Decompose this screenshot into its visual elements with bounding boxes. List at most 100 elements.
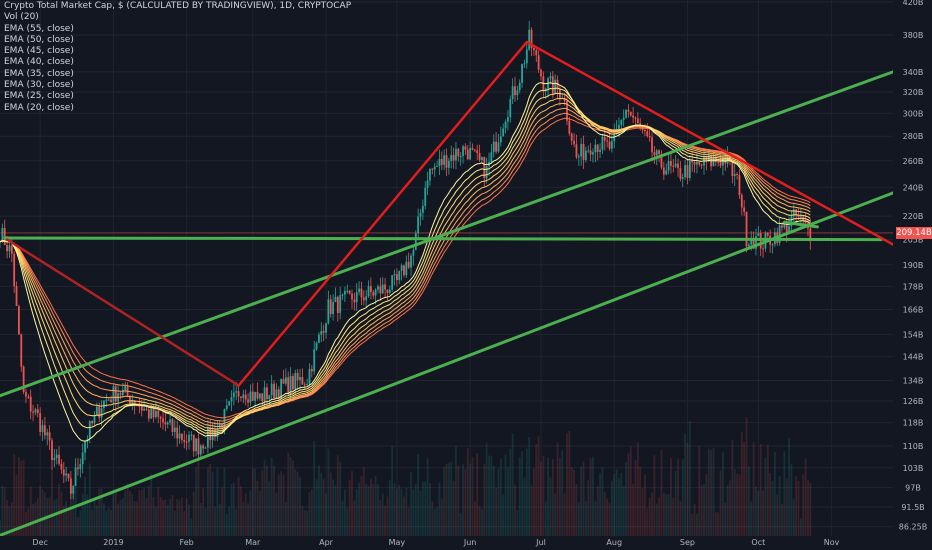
candle-body <box>544 88 547 91</box>
volume-bar <box>353 500 356 536</box>
volume-bar <box>155 507 157 536</box>
volume-bar <box>336 455 339 536</box>
volume-bar <box>785 478 788 536</box>
volume-bar <box>421 481 424 536</box>
volume-bar <box>296 471 299 536</box>
candle-body <box>473 149 476 151</box>
volume-bar <box>403 496 405 536</box>
volume-bar <box>724 502 727 536</box>
candle-body <box>251 391 254 401</box>
volume-bar <box>32 503 34 536</box>
candle-body <box>653 152 656 156</box>
time-axis[interactable]: Dec 2019 Feb Mar Apr May Jun Jul Aug Sep Oct Nov <box>0 536 932 550</box>
candle-body <box>492 141 495 153</box>
ema-label[interactable]: EMA (55, close) <box>4 23 74 34</box>
volume-bar <box>705 473 708 536</box>
volume-bar <box>181 497 183 536</box>
candle-body <box>355 292 358 303</box>
candle-body <box>587 150 590 152</box>
volume-bar <box>173 510 176 536</box>
candle-body <box>339 295 342 313</box>
candle-body <box>424 187 427 206</box>
candle-body <box>29 396 32 412</box>
volume-bar <box>197 461 200 536</box>
candle-body <box>223 408 226 429</box>
volume-bar <box>143 488 146 536</box>
volume-bar <box>646 508 649 536</box>
volume-bar <box>698 446 701 536</box>
volume-bar <box>195 467 197 536</box>
volume-bar <box>596 486 599 536</box>
candle-body <box>181 433 183 441</box>
volume-bar <box>388 480 391 536</box>
volume-bar <box>429 482 431 536</box>
candle-body <box>55 454 58 458</box>
candle-body <box>462 146 464 157</box>
candle-body <box>792 209 795 217</box>
volume-bar <box>495 487 498 536</box>
ema-label[interactable]: EMA (45, close) <box>4 46 74 57</box>
candle-body <box>289 376 292 395</box>
volume-bar <box>348 480 351 536</box>
green-trendline <box>0 191 895 537</box>
candle-body <box>275 389 278 399</box>
candle-body <box>667 161 670 171</box>
price-tick-label: 97B <box>905 484 921 493</box>
candle-body <box>537 55 540 70</box>
candle-body <box>79 464 82 469</box>
volume-bar <box>3 487 6 536</box>
ema-label[interactable]: EMA (30, close) <box>4 80 74 91</box>
volume-bar <box>658 497 661 536</box>
volume-bar <box>273 465 275 536</box>
volume-indicator-label[interactable]: Vol (20) <box>4 12 39 23</box>
volume-bar <box>639 466 642 536</box>
volume-bar <box>107 507 110 536</box>
volume-bar <box>743 442 746 536</box>
ema-label[interactable]: EMA (25, close) <box>4 91 74 102</box>
volume-bar <box>736 473 738 536</box>
price-tick-label: 205B <box>903 236 924 245</box>
volume-bar <box>603 491 606 536</box>
candle-body <box>790 216 793 227</box>
candle-body <box>516 90 519 96</box>
candle-body <box>483 157 486 179</box>
volume-bar <box>280 471 283 536</box>
volume-bar <box>235 508 238 536</box>
chart-title[interactable]: Crypto Total Market Cap, $ (CALCULATED B… <box>4 1 352 11</box>
candle-body <box>509 99 512 118</box>
volume-bar <box>362 466 365 536</box>
volume-bar <box>599 473 601 536</box>
price-axis[interactable]: 420B 380B 340B 320B 300B 280B 260B 240B 220B 205B… <box>893 0 932 550</box>
ema-line <box>0 102 811 428</box>
volume-bar <box>691 513 694 536</box>
ema-label[interactable]: EMA (35, close) <box>4 68 74 79</box>
ema-label[interactable]: EMA (40, close) <box>4 57 74 68</box>
volume-bar <box>320 472 323 536</box>
candle-body <box>318 334 320 343</box>
volume-bar <box>8 506 11 536</box>
volume-bar <box>138 489 141 536</box>
candle-body <box>674 163 677 167</box>
ema-label[interactable]: EMA (50, close) <box>4 34 74 45</box>
volume-bar <box>662 492 665 536</box>
candle-body <box>469 147 472 160</box>
volume-bar <box>499 458 502 536</box>
ema-label[interactable]: EMA (20, close) <box>4 102 74 113</box>
candle-body <box>65 473 68 476</box>
volume-bar <box>573 470 575 536</box>
volume-bar <box>206 467 209 536</box>
volume-bar <box>802 474 805 536</box>
volume-bar <box>284 502 287 536</box>
volume-bar <box>218 504 221 536</box>
candle-body <box>46 432 49 436</box>
ema-line <box>0 92 811 432</box>
volume-bar <box>431 501 434 536</box>
volume-bar <box>112 489 115 536</box>
price-tick-label: 91.5B <box>901 503 924 512</box>
volume-bar <box>504 454 507 536</box>
candle-body <box>651 137 653 153</box>
time-tick-label: Feb <box>180 538 194 547</box>
volume-bar <box>225 513 228 536</box>
volume-bar <box>211 471 214 536</box>
